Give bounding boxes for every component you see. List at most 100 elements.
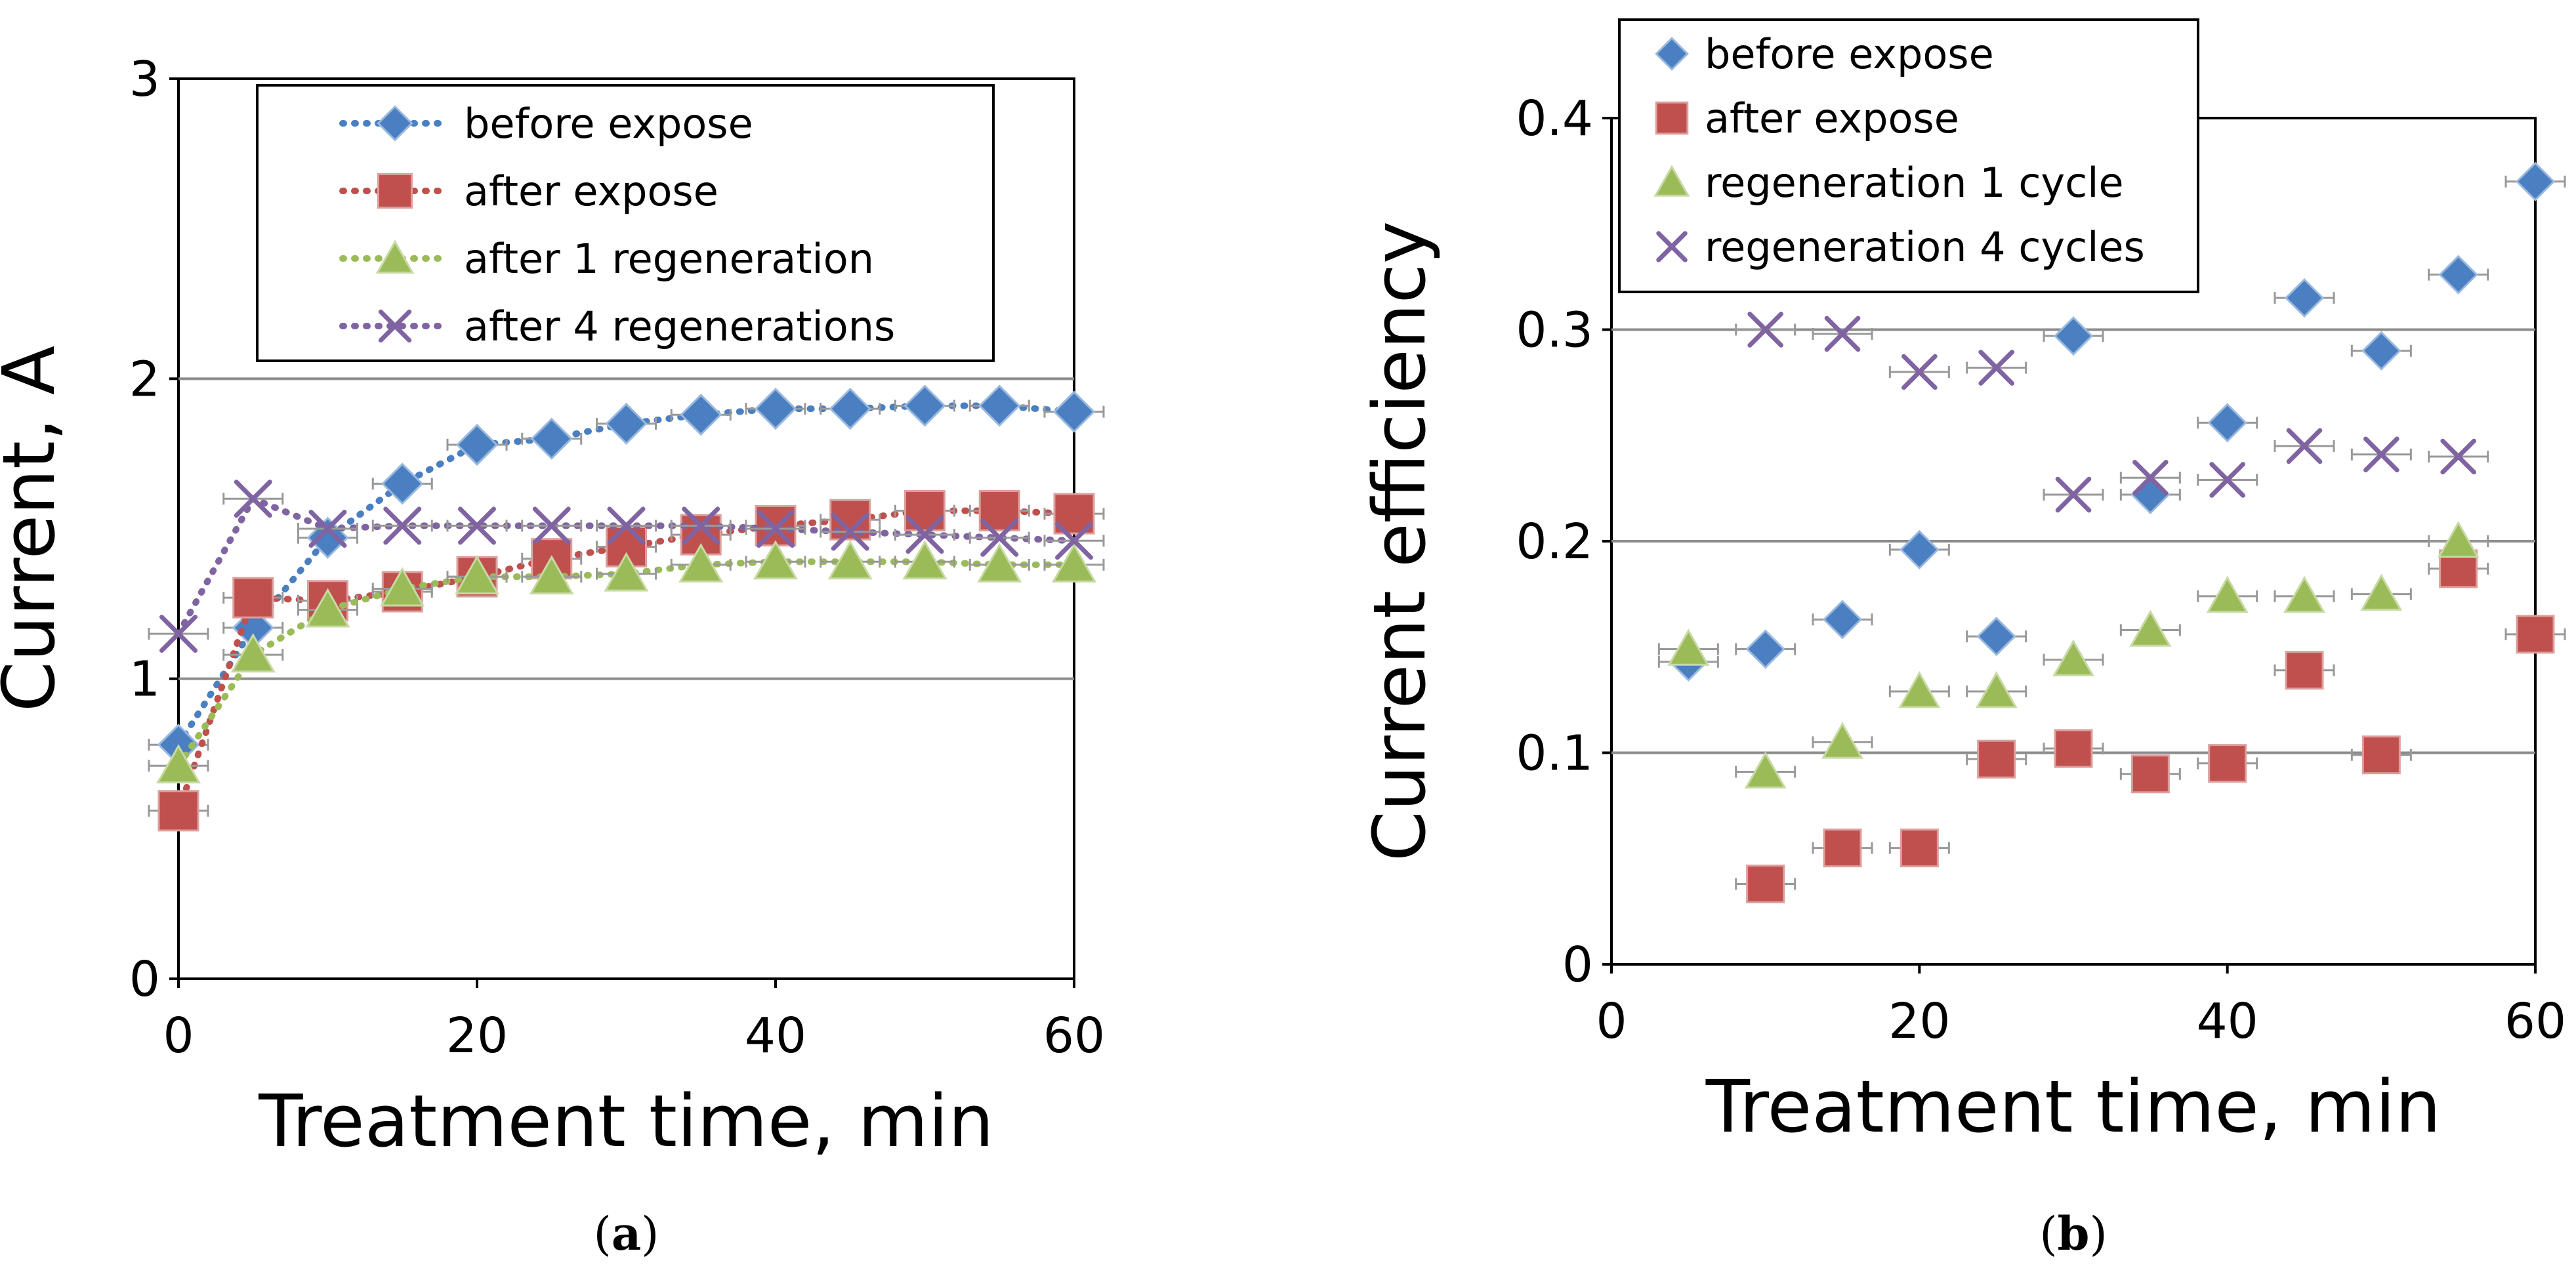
legend-marker bbox=[1653, 165, 1690, 197]
panel-a-current-chart: 0 1 2 3 0 20 40 60 Treatment time, min Current, A… bbox=[0, 51, 1105, 1261]
y-axis-title: Current efficiency bbox=[1358, 221, 1442, 861]
y-axis-title: Current, A bbox=[0, 346, 71, 712]
legend-label: after expose bbox=[1705, 94, 1959, 142]
legend-marker bbox=[377, 173, 413, 209]
x-stroke-2 bbox=[2132, 459, 2169, 496]
data-point bbox=[1821, 722, 1863, 759]
data-point bbox=[156, 744, 201, 784]
x-tick-label: 20 bbox=[1888, 993, 1950, 1050]
legend-marker bbox=[377, 105, 413, 142]
x-tick-label: 40 bbox=[2197, 993, 2258, 1050]
data-point bbox=[1667, 628, 1710, 666]
data-point bbox=[2361, 331, 2401, 371]
data-point bbox=[1744, 751, 1787, 789]
y-tick-label: 0 bbox=[1562, 937, 1593, 993]
data-point bbox=[757, 510, 795, 548]
legend-label: before expose bbox=[1705, 30, 1994, 78]
data-point bbox=[2516, 615, 2555, 654]
data-point bbox=[678, 543, 724, 583]
data-point bbox=[905, 516, 944, 554]
data-point bbox=[157, 790, 199, 832]
panel-caption: (b) bbox=[2039, 1206, 2108, 1261]
data-point bbox=[2283, 575, 2325, 613]
data-point bbox=[232, 577, 274, 619]
x-stroke-2 bbox=[1901, 354, 1938, 390]
legend-label: before expose bbox=[464, 100, 753, 148]
data-point bbox=[2363, 436, 2399, 473]
x-stroke-2 bbox=[831, 512, 869, 551]
data-point bbox=[455, 423, 499, 466]
data-point bbox=[1901, 354, 1938, 390]
x-stroke-2 bbox=[2209, 462, 2245, 498]
data-point bbox=[1977, 739, 2016, 779]
legend-item: regeneration 1 cycle bbox=[1653, 159, 2124, 207]
data-point bbox=[454, 555, 500, 595]
x-tick-label: 60 bbox=[2504, 993, 2566, 1050]
panel-label: a bbox=[612, 1206, 641, 1261]
legend-item: regeneration 4 cycles bbox=[1656, 223, 2145, 271]
legend-item: after expose bbox=[339, 167, 718, 215]
data-point bbox=[829, 387, 871, 430]
data-point bbox=[234, 480, 272, 518]
legend-label: regeneration 4 cycles bbox=[1705, 223, 2145, 271]
data-point bbox=[2208, 744, 2247, 783]
legend: before expose after expose regeneration 1 … bbox=[1618, 18, 2199, 293]
data-point bbox=[458, 506, 496, 545]
data-point bbox=[308, 510, 347, 548]
data-point bbox=[2055, 476, 2092, 513]
data-point bbox=[754, 387, 797, 430]
panel-caption: (a) bbox=[594, 1206, 659, 1261]
data-point bbox=[383, 506, 422, 545]
data-point bbox=[1051, 543, 1097, 583]
data-point bbox=[682, 506, 720, 545]
series-after-expose bbox=[1735, 549, 2566, 903]
data-point bbox=[2438, 255, 2478, 295]
data-point bbox=[2129, 609, 2172, 647]
legend-marker bbox=[1655, 37, 1689, 71]
x-stroke-2 bbox=[1656, 231, 1688, 262]
x-tick-label: 40 bbox=[745, 1008, 806, 1064]
data-point bbox=[980, 518, 1019, 557]
x-stroke-2 bbox=[2363, 436, 2399, 473]
data-point bbox=[2285, 651, 2324, 690]
y-tick-label: 0.2 bbox=[1516, 514, 1593, 570]
data-point bbox=[381, 462, 424, 505]
data-point bbox=[2054, 729, 2093, 768]
data-point bbox=[2053, 316, 2094, 356]
legend-item: before expose bbox=[339, 100, 753, 148]
x-stroke-2 bbox=[980, 518, 1019, 557]
legend-box bbox=[256, 84, 995, 362]
x-tick-label: 20 bbox=[446, 1008, 508, 1064]
x-stroke-2 bbox=[2440, 438, 2476, 475]
data-point bbox=[2206, 575, 2249, 613]
x-tick-label: 0 bbox=[1596, 993, 1627, 1050]
y-tick-label: 1 bbox=[129, 651, 160, 708]
x-stroke-2 bbox=[1747, 312, 1783, 348]
series-after-1-regeneration bbox=[148, 540, 1105, 784]
data-point bbox=[159, 615, 197, 653]
legend-label: regeneration 1 cycle bbox=[1705, 159, 2124, 207]
data-point bbox=[2361, 735, 2401, 775]
data-point bbox=[1976, 617, 2016, 657]
legend-marker bbox=[1655, 101, 1689, 135]
data-point bbox=[1823, 829, 1862, 868]
data-point bbox=[1747, 312, 1783, 348]
data-point bbox=[607, 506, 646, 545]
data-point bbox=[2130, 754, 2170, 794]
legend-label: after 1 regeneration bbox=[464, 235, 874, 283]
x-stroke-2 bbox=[234, 480, 272, 518]
y-tick-label: 0.4 bbox=[1516, 91, 1593, 147]
data-point bbox=[827, 540, 873, 580]
x-tick-label: 0 bbox=[163, 1008, 194, 1064]
x-stroke-2 bbox=[905, 516, 944, 554]
data-point bbox=[2284, 278, 2325, 318]
y-tick-label: 2 bbox=[129, 351, 160, 407]
x-stroke-2 bbox=[159, 615, 197, 653]
data-point bbox=[305, 588, 350, 628]
data-point bbox=[1900, 529, 1940, 570]
data-point bbox=[1055, 522, 1093, 560]
data-point bbox=[380, 567, 425, 607]
x-stroke-2 bbox=[757, 510, 795, 548]
x-stroke-2 bbox=[607, 506, 646, 545]
data-point bbox=[2286, 428, 2323, 464]
